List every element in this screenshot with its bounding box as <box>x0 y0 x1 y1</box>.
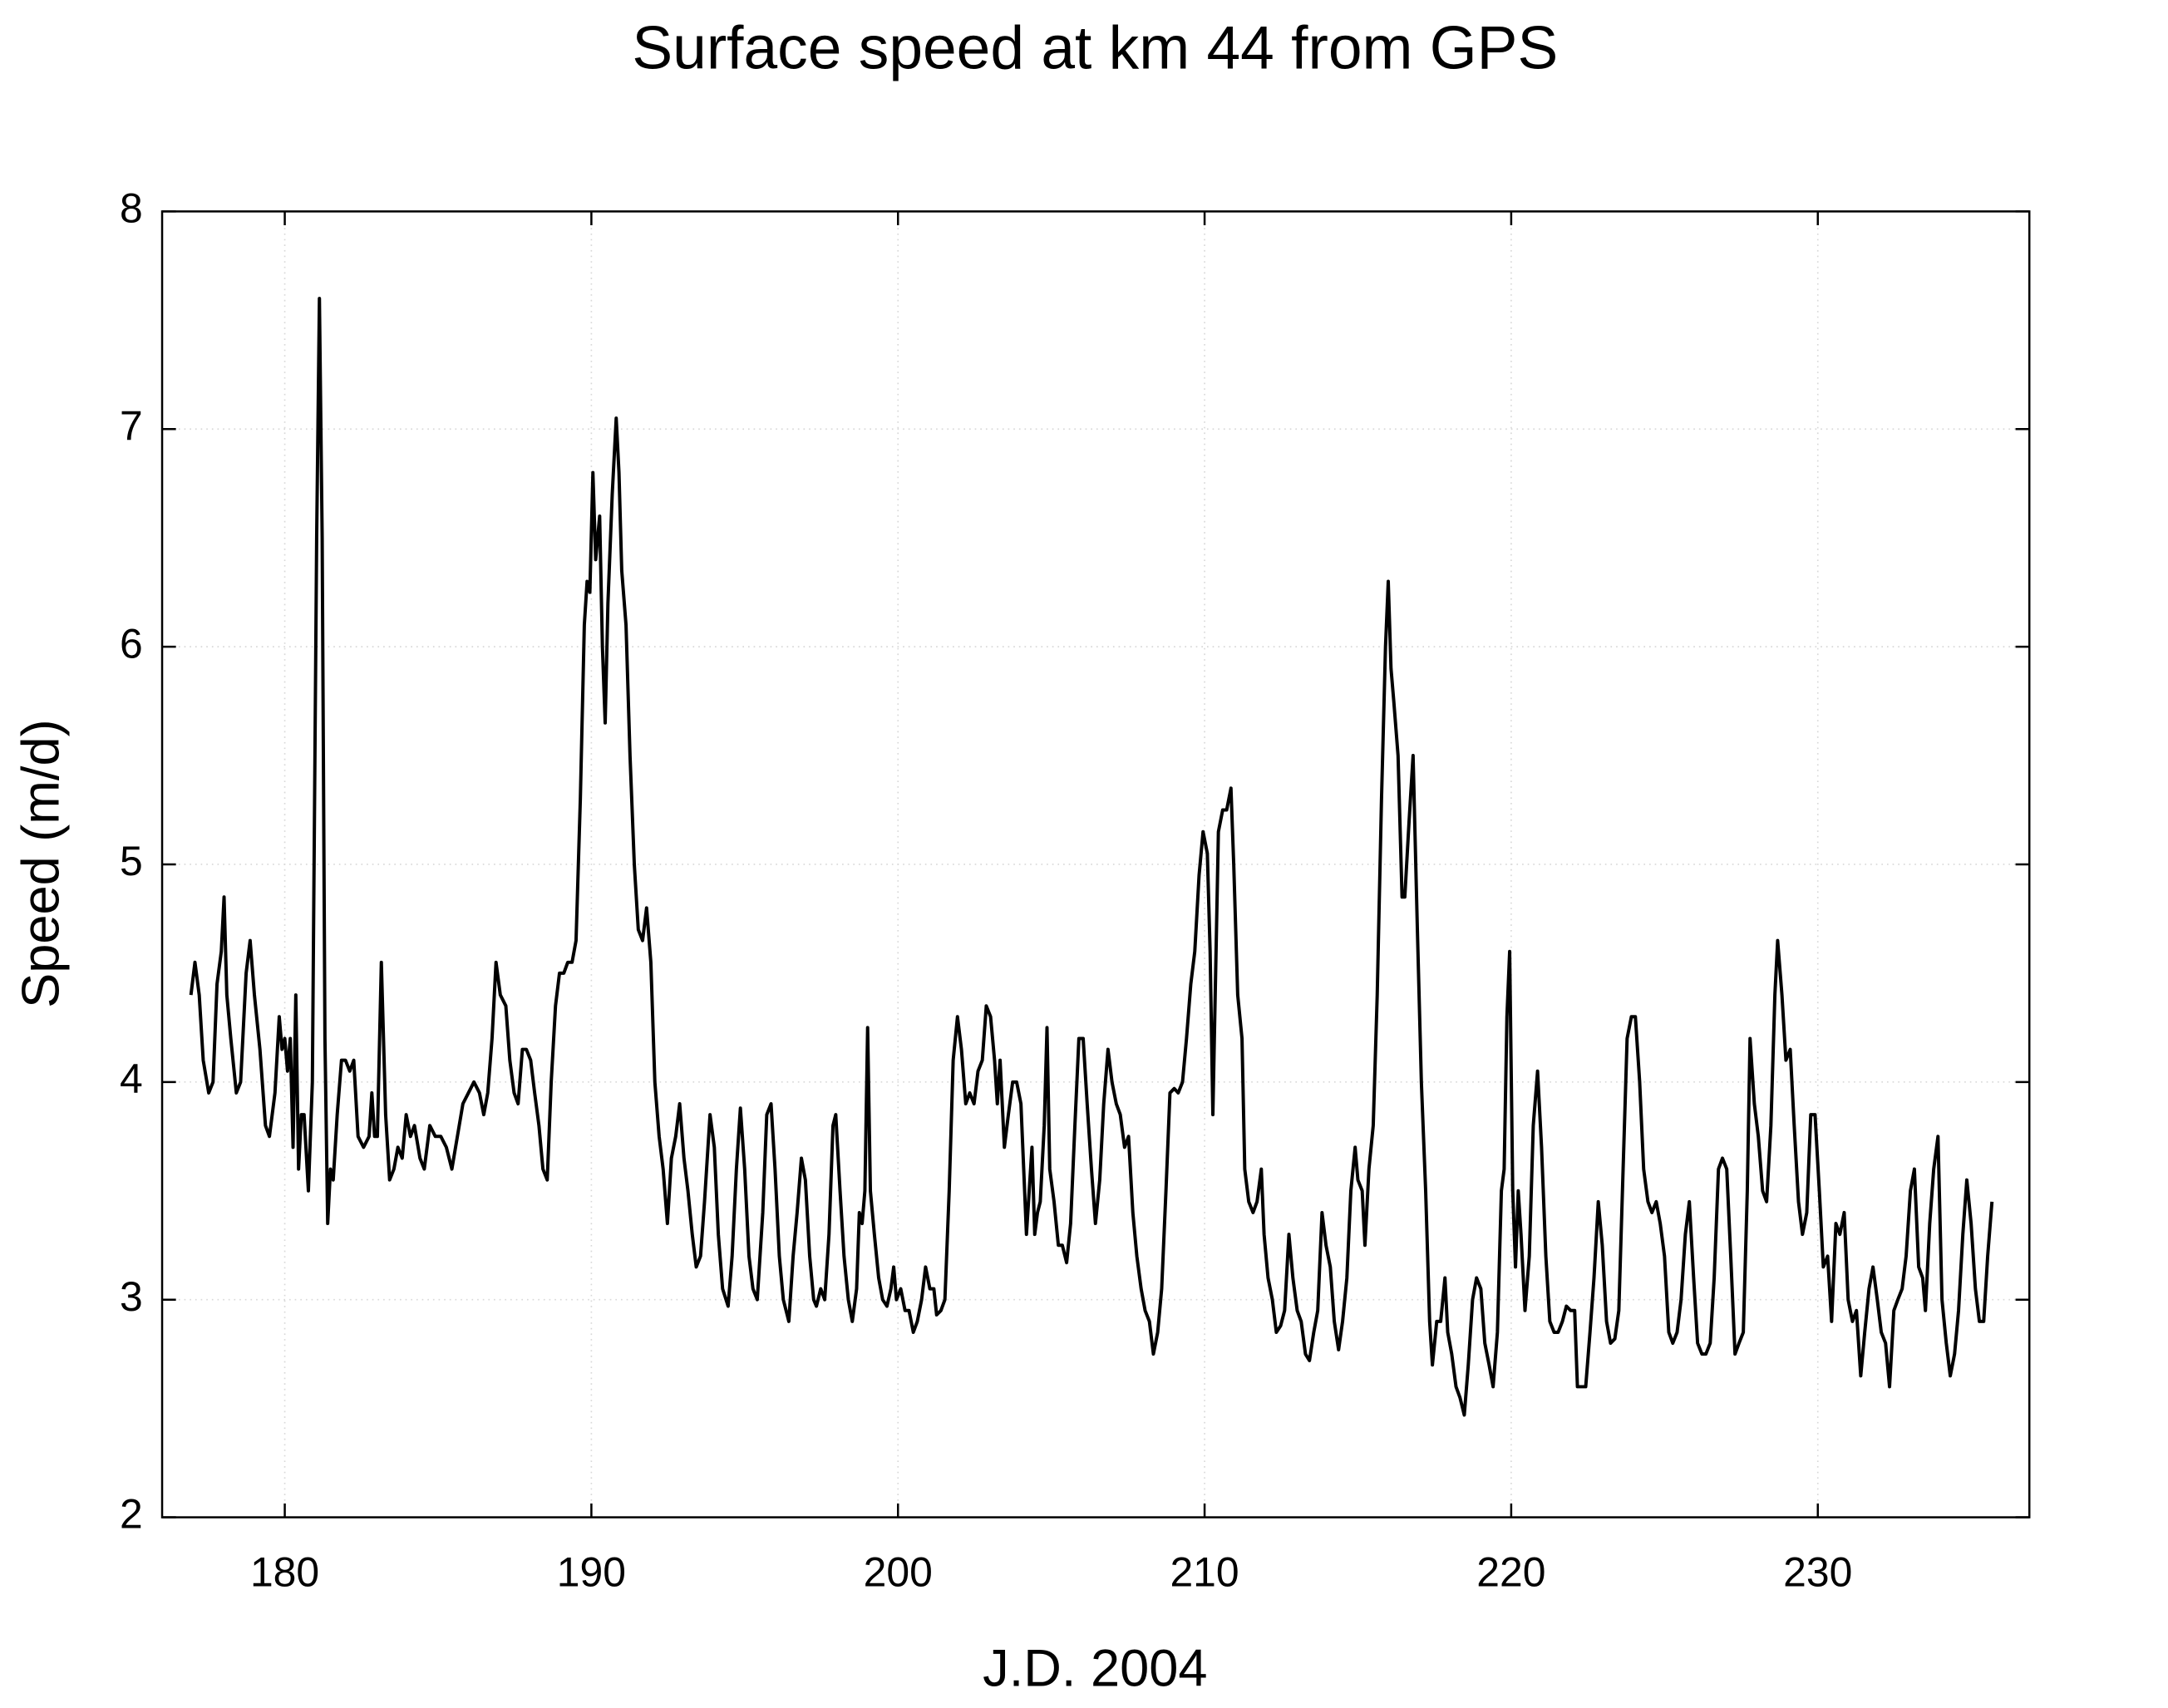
y-tick-label: 6 <box>120 620 143 667</box>
y-tick-label: 8 <box>120 185 143 232</box>
chart-title: Surface speed at km 44 from GPS <box>632 14 1558 82</box>
x-axis-label: J.D. 2004 <box>983 1639 1207 1697</box>
data-line <box>189 297 1994 1417</box>
x-tick-label: 210 <box>1170 1549 1239 1596</box>
y-tick-label: 5 <box>120 838 143 884</box>
x-tick-label: 180 <box>250 1549 319 1596</box>
y-tick-label: 3 <box>120 1273 143 1320</box>
plot-frame <box>160 210 2031 1518</box>
x-tick-label: 190 <box>557 1549 626 1596</box>
x-tick-label: 200 <box>864 1549 933 1596</box>
y-axis-label: Speed (m/d) <box>12 719 70 1008</box>
x-tick-label: 230 <box>1783 1549 1852 1596</box>
x-tick-label: 220 <box>1476 1549 1545 1596</box>
y-tick-label: 7 <box>120 402 143 449</box>
y-tick-label: 2 <box>120 1491 143 1538</box>
y-tick-label: 4 <box>120 1056 143 1102</box>
